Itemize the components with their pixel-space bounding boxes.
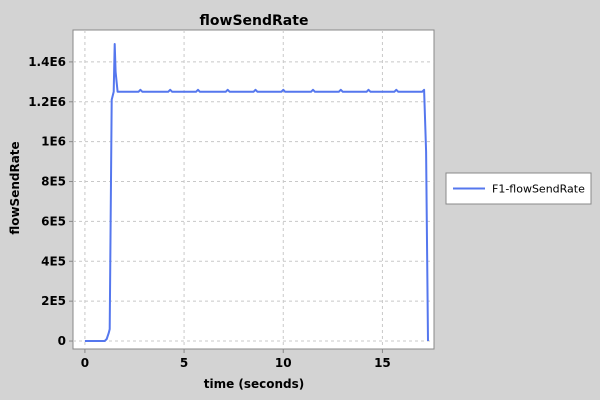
y-axis: 0 2E5 4E5 6E5 8E5 1E6 1.2E6 1.4E6 xyxy=(28,55,73,348)
x-tick-label: 0 xyxy=(81,356,89,370)
y-tick-label: 8E5 xyxy=(41,175,66,189)
grid xyxy=(73,30,434,349)
x-axis-label: time (seconds) xyxy=(204,377,305,391)
y-tick-label: 2E5 xyxy=(41,294,66,308)
y-tick-label: 1.4E6 xyxy=(28,55,66,69)
y-tick-label: 1.2E6 xyxy=(28,95,66,109)
y-axis-label: flowSendRate xyxy=(8,141,22,234)
legend-entry-f1-flowsendrate: F1-flowSendRate xyxy=(492,183,585,196)
x-tick-label: 15 xyxy=(374,356,391,370)
x-axis: 0 5 10 15 xyxy=(81,349,391,370)
legend: F1-flowSendRate xyxy=(445,172,592,205)
series-line-0 xyxy=(84,43,429,342)
series-lines xyxy=(84,43,429,342)
x-tick-label: 10 xyxy=(275,356,292,370)
chart-title: flowSendRate xyxy=(200,13,309,29)
y-tick-label: 6E5 xyxy=(41,214,66,228)
y-tick-label: 1E6 xyxy=(41,135,66,149)
y-tick-label: 4E5 xyxy=(41,254,66,268)
plot-area xyxy=(72,29,435,350)
x-tick-label: 5 xyxy=(180,356,188,370)
y-tick-label: 0 xyxy=(58,334,66,348)
